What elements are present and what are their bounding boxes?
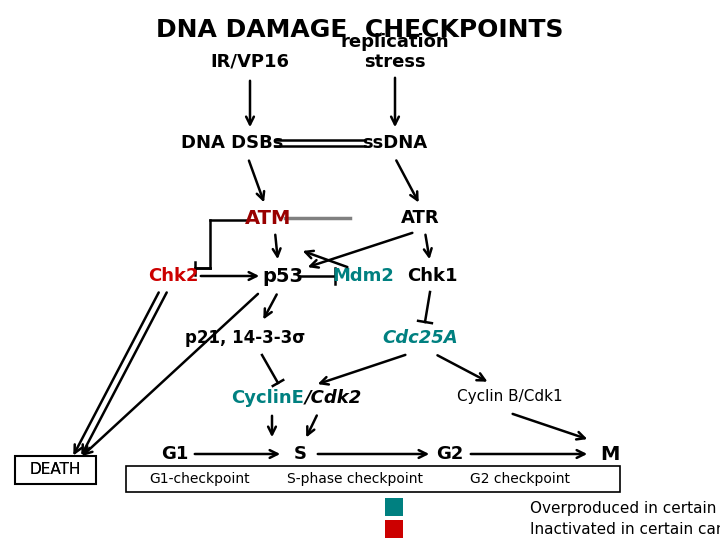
Text: ATM: ATM [245, 208, 291, 227]
Text: DNA DSBs: DNA DSBs [181, 134, 283, 152]
Text: ATR: ATR [401, 209, 439, 227]
Text: Cyclin B/Cdk1: Cyclin B/Cdk1 [457, 389, 563, 404]
FancyBboxPatch shape [385, 498, 403, 516]
Text: G1-checkpoint: G1-checkpoint [150, 472, 251, 486]
Text: Inactivated in certain cancers.: Inactivated in certain cancers. [530, 523, 720, 537]
Text: Cdc25A: Cdc25A [382, 329, 458, 347]
Text: G1: G1 [161, 445, 189, 463]
Text: DEATH: DEATH [30, 462, 81, 476]
Text: CyclinE: CyclinE [232, 389, 305, 407]
Text: p53: p53 [263, 267, 304, 286]
Text: S: S [294, 445, 307, 463]
Text: DEATH: DEATH [30, 462, 81, 476]
Text: p21, 14-3-3σ: p21, 14-3-3σ [185, 329, 305, 347]
FancyBboxPatch shape [126, 466, 620, 492]
Text: /Cdk2: /Cdk2 [305, 389, 361, 407]
Text: IR/VP16: IR/VP16 [210, 53, 289, 71]
Text: Mdm2: Mdm2 [332, 267, 394, 285]
FancyBboxPatch shape [15, 456, 96, 484]
Text: M: M [600, 444, 620, 463]
Text: Chk2: Chk2 [148, 267, 198, 285]
Text: Overproduced in certain cancers.: Overproduced in certain cancers. [530, 501, 720, 516]
FancyBboxPatch shape [385, 520, 403, 538]
Text: ssDNA: ssDNA [362, 134, 428, 152]
Text: Chk1: Chk1 [407, 267, 457, 285]
Text: replication
stress: replication stress [341, 32, 449, 71]
Text: DNA DAMAGE  CHECKPOINTS: DNA DAMAGE CHECKPOINTS [156, 18, 564, 42]
Text: G2 checkpoint: G2 checkpoint [470, 472, 570, 486]
Text: S-phase checkpoint: S-phase checkpoint [287, 472, 423, 486]
Text: G2: G2 [436, 445, 464, 463]
